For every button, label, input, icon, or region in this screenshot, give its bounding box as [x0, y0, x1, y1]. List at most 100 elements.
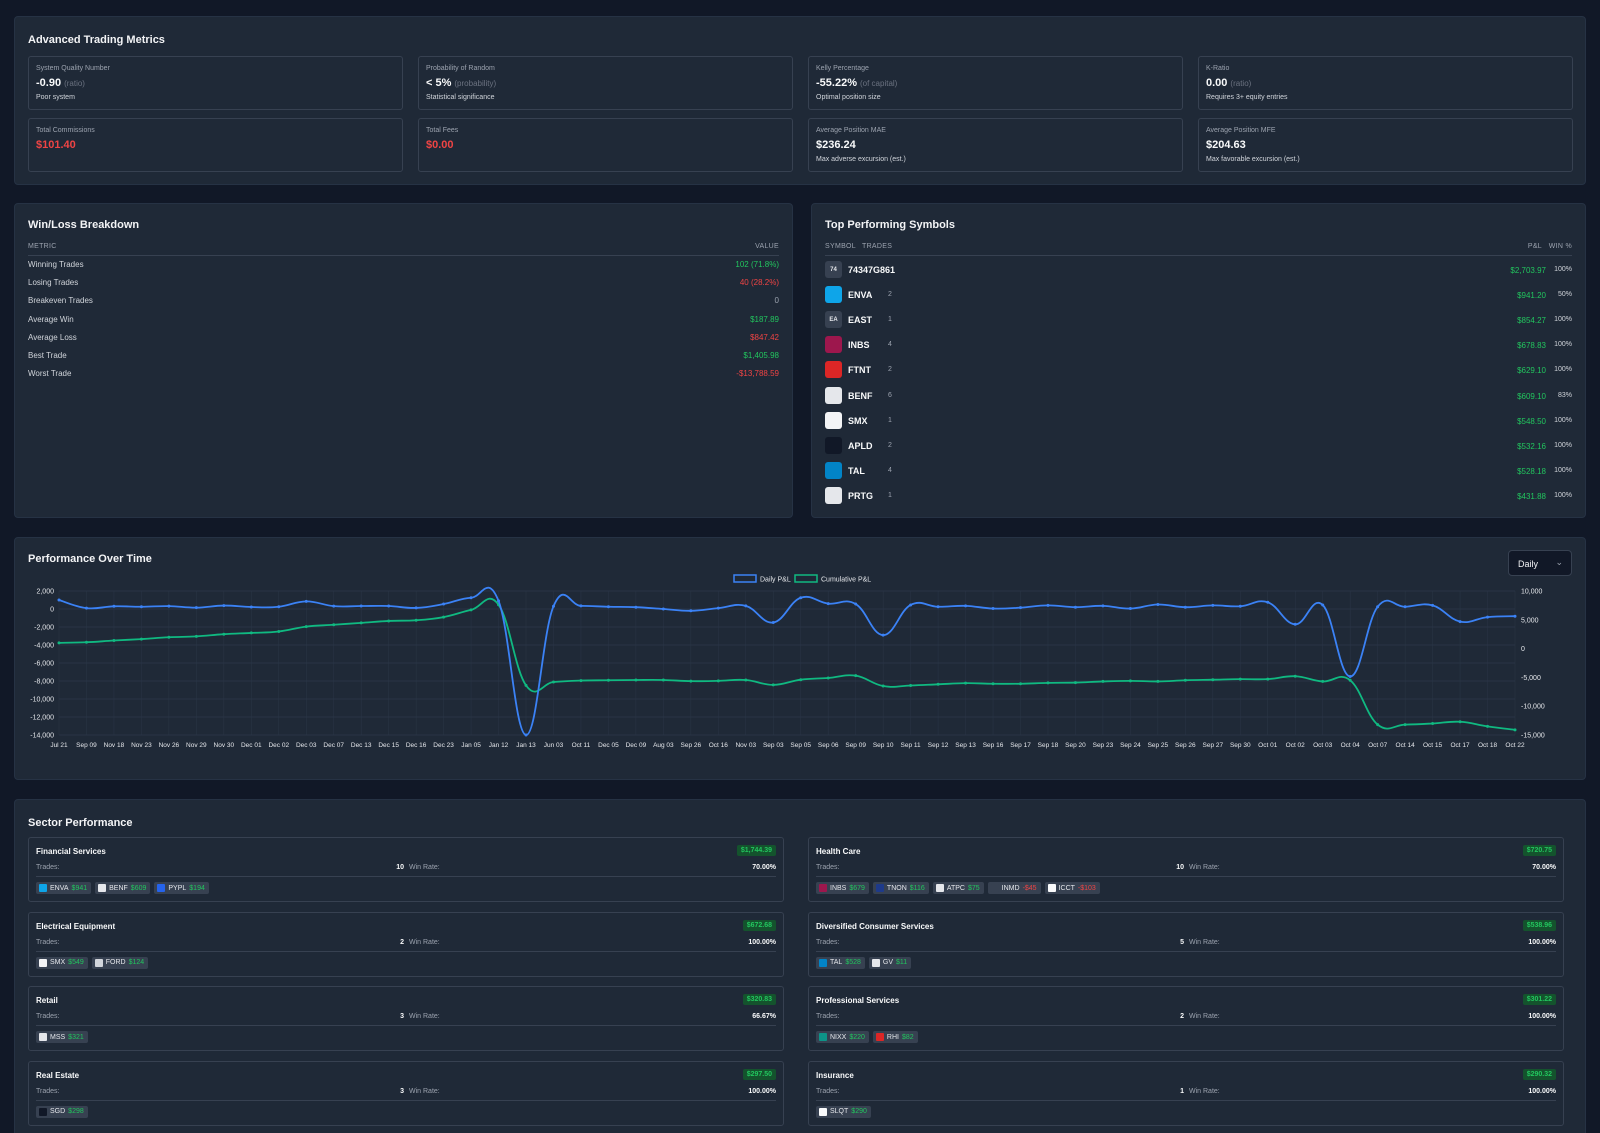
metric-label: Average Position MFE	[1206, 127, 1276, 134]
data-point	[716, 606, 720, 610]
left-axis-tick: -2,000	[34, 625, 54, 632]
symbol-row[interactable]: 74 74347G861 $2,703.97 100%	[825, 260, 1572, 280]
chip-logo-icon	[935, 884, 944, 892]
winloss-row: Average Loss $847.42	[28, 333, 779, 347]
sector-symbol-chip[interactable]: INBS $679	[816, 882, 869, 894]
data-point	[332, 604, 336, 608]
symbol-row[interactable]: EA EAST 1 $854.27 100%	[825, 310, 1572, 330]
sector-trades-value: 2	[1180, 1013, 1184, 1020]
metric-card: Average Position MFE $204.63 Max favorable…	[1198, 118, 1573, 172]
sector-symbol-chip[interactable]: MSS $321	[36, 1031, 88, 1043]
sector-card: Financial Services $1,744.39 Trades: 10 Win …	[28, 837, 784, 902]
sector-symbol-chips: INBS $679 TNON $116 ATPC $75 INMD -$45 ICCT -$103	[816, 882, 1100, 894]
metric-card: Total Fees $0.00	[418, 118, 793, 172]
sector-symbol-chip[interactable]: GV $11	[868, 956, 912, 969]
sector-symbol-chip[interactable]: TAL $528	[816, 956, 865, 969]
sector-winrate-value: 66.67%	[752, 1013, 776, 1020]
data-point	[634, 605, 638, 609]
symbol-win-rate: 100%	[1554, 266, 1572, 273]
symbol-name: SMX	[848, 415, 868, 426]
x-axis-tick: Sep 25	[1148, 742, 1169, 749]
metric-unit: (probability)	[454, 79, 497, 88]
data-point	[304, 625, 308, 629]
sector-pnl-badge: $297.50	[742, 1068, 776, 1080]
sector-pnl-badge: $1,744.39	[736, 845, 776, 856]
sector-symbol-chip[interactable]: PYPL $194	[154, 882, 209, 894]
series-daily-pnl	[57, 586, 1517, 737]
sector-symbol-chip[interactable]: NIXX $220	[816, 1031, 869, 1043]
winloss-row: Worst Trade -$13,788.59	[28, 369, 779, 383]
sector-symbol-chip[interactable]: SLQT $290	[816, 1105, 871, 1118]
symbol-row[interactable]: TAL 4 $528.18 100%	[825, 461, 1572, 481]
period-select-value: Daily	[1518, 559, 1539, 569]
data-point	[579, 604, 583, 608]
symbol-row[interactable]: BENF 6 $609.10 83%	[825, 386, 1572, 406]
sector-symbol-chip[interactable]: SMX $549	[36, 956, 88, 969]
sector-symbol-chip[interactable]: ICCT -$103	[1044, 882, 1100, 894]
data-point	[57, 641, 61, 645]
symbol-row[interactable]: INBS 4 $678.83 100%	[825, 335, 1572, 355]
left-axis-tick: -10,000	[30, 697, 54, 704]
metric-label: Probability of Random	[426, 65, 495, 72]
performance-title: Performance Over Time	[28, 553, 152, 565]
sector-card: Retail $320.83 Trades: 3 Win Rate: 66.67% MSS $…	[28, 986, 784, 1051]
x-axis-tick: Sep 12	[928, 742, 949, 749]
winloss-col-value: VALUE	[755, 243, 779, 250]
metric-value-row: $204.63	[1206, 139, 1246, 151]
data-point	[1073, 681, 1077, 685]
symbol-pnl: $532.16	[1517, 441, 1546, 451]
sector-symbol-chip[interactable]: ENVA $941	[36, 882, 92, 894]
sector-divider	[816, 876, 1556, 877]
sector-symbol-chip[interactable]: ATPC $75	[932, 882, 984, 894]
x-axis-tick: Oct 11	[572, 742, 591, 749]
x-axis-tick: Jan 13	[516, 742, 536, 749]
sector-symbol-chips: NIXX $220 RHI $82	[816, 1031, 918, 1043]
sector-symbol-chip[interactable]: FORD $124	[91, 956, 149, 969]
data-point	[771, 621, 775, 624]
x-axis-tick: Sep 03	[763, 742, 784, 749]
data-point	[1486, 724, 1490, 728]
data-point	[1458, 620, 1462, 624]
sector-symbol-chip[interactable]: TNON $116	[872, 882, 929, 894]
symbol-row[interactable]: PRTG 1 $431.88 100%	[825, 486, 1572, 506]
x-axis-tick: Oct 01	[1258, 742, 1278, 749]
sector-winrate-value: 100.00%	[748, 938, 776, 946]
x-axis-tick: Oct 04	[1341, 742, 1361, 749]
symbol-row[interactable]: ENVA 2 $941.20 50%	[825, 285, 1572, 305]
chip-value: $75	[967, 884, 980, 892]
symbol-trades: 2	[888, 441, 892, 449]
chip-logo-icon	[39, 1107, 47, 1116]
x-axis-tick: Jan 05	[461, 742, 481, 749]
sector-symbol-chip[interactable]: BENF $609	[95, 882, 151, 894]
sector-symbol-chip[interactable]: INMD -$45	[987, 882, 1041, 894]
x-axis-tick: Sep 13	[955, 742, 976, 749]
chip-symbol: RHI	[886, 1033, 899, 1041]
data-point	[881, 633, 885, 637]
winloss-row: Best Trade $1,405.98	[28, 351, 779, 365]
symbol-row[interactable]: FTNT 2 $629.10 100%	[825, 360, 1572, 380]
sector-symbol-chip[interactable]: SGD $298	[36, 1105, 88, 1118]
winloss-title: Win/Loss Breakdown	[28, 219, 140, 231]
sector-winrate-value: 100.00%	[1528, 1013, 1556, 1020]
x-axis-tick: Sep 24	[1120, 742, 1141, 749]
data-point	[936, 682, 940, 686]
data-point	[469, 596, 473, 600]
symbols-col-win: WIN %	[1548, 243, 1572, 250]
symbol-win-rate: 100%	[1554, 441, 1572, 449]
symbol-row[interactable]: SMX 1 $548.50 100%	[825, 411, 1572, 431]
x-axis-tick: Nov 30	[214, 742, 235, 749]
symbol-row[interactable]: APLD 2 $532.16 100%	[825, 436, 1572, 456]
period-select[interactable]: Daily ⌄	[1508, 550, 1572, 576]
winloss-row: Losing Trades 40 (28.2%)	[28, 278, 779, 292]
sector-divider	[816, 1099, 1556, 1101]
data-point	[249, 631, 253, 635]
symbol-logo-text: EA	[829, 316, 838, 323]
metric-subtext: Max favorable excursion (est.)	[1206, 156, 1300, 163]
metric-label: Total Fees	[426, 127, 459, 134]
symbol-win-rate: 100%	[1554, 491, 1572, 499]
metric-value: $204.63	[1206, 139, 1246, 151]
symbol-logo-icon	[825, 411, 842, 429]
sector-symbol-chip[interactable]: RHI $82	[872, 1031, 918, 1043]
sector-winrate-value: 100.00%	[748, 1087, 776, 1095]
symbol-win-rate: 50%	[1557, 291, 1572, 299]
